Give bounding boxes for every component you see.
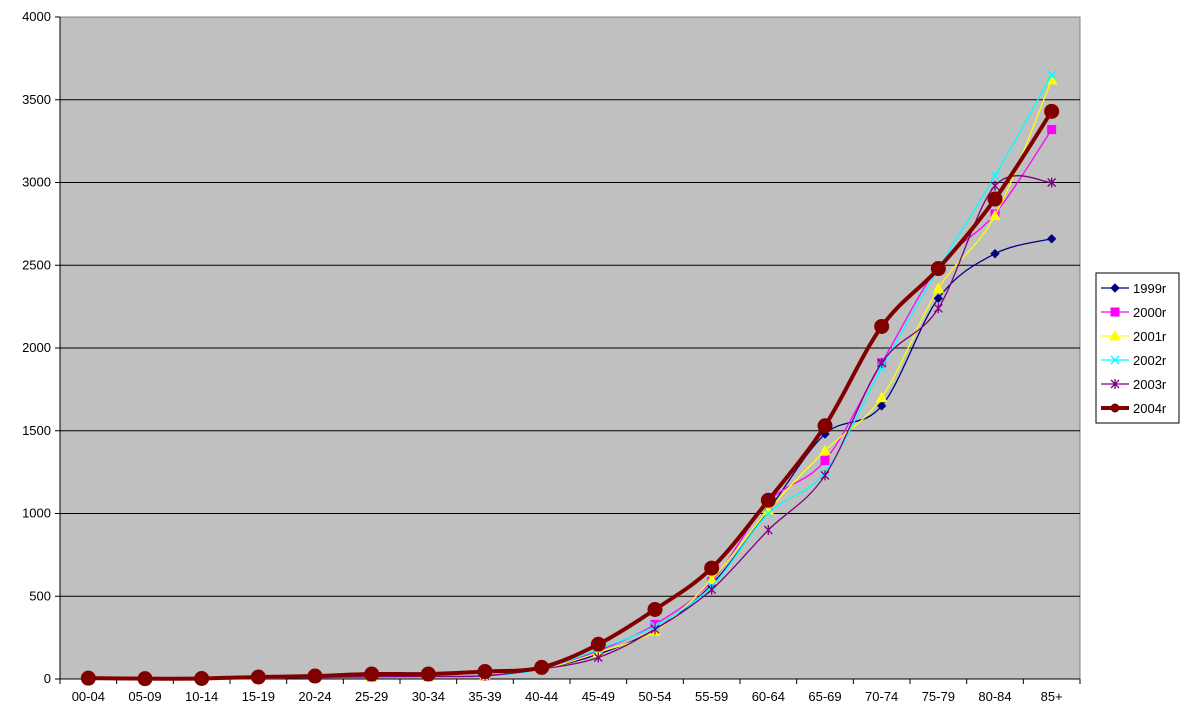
y-tick-label: 0 <box>44 671 51 686</box>
data-point <box>194 671 210 687</box>
x-tick-label: 55-59 <box>695 689 728 704</box>
legend-label: 2004r <box>1133 401 1167 416</box>
data-point <box>933 303 943 314</box>
legend-item: 2001r <box>1101 329 1167 344</box>
x-tick-label: 65-69 <box>808 689 841 704</box>
data-point <box>990 180 1000 191</box>
x-tick-label: 50-54 <box>638 689 671 704</box>
y-tick-label: 3000 <box>22 175 51 190</box>
data-point <box>1044 103 1060 119</box>
legend-marker <box>1110 283 1120 293</box>
data-point <box>420 666 436 682</box>
y-tick-label: 3500 <box>22 92 51 107</box>
legend-item: 2004r <box>1101 401 1167 416</box>
data-point <box>593 652 603 663</box>
data-point <box>876 401 887 411</box>
data-point <box>1047 70 1057 80</box>
data-point <box>477 664 493 680</box>
legend-item: 2000r <box>1101 305 1167 320</box>
series-lines <box>80 70 1060 687</box>
x-tick-label: 40-44 <box>525 689 558 704</box>
data-point <box>930 261 946 277</box>
data-point <box>990 248 1000 259</box>
y-tick-label: 500 <box>29 588 51 603</box>
legend-marker <box>1110 355 1120 365</box>
x-tick-label: 00-04 <box>72 689 105 704</box>
data-point <box>932 282 945 293</box>
legend-box <box>1095 272 1180 424</box>
gridlines <box>60 99 1080 597</box>
y-tick-label: 4000 <box>22 9 51 24</box>
data-point <box>817 418 833 434</box>
y-tick-label: 1500 <box>22 423 51 438</box>
legend-item: 2002r <box>1101 353 1167 368</box>
data-point <box>364 666 380 682</box>
legend: 1999r 2000r 2001r 2002r 2003r 2004r <box>1095 272 1180 424</box>
data-point <box>137 671 153 687</box>
legend-label: 1999r <box>1133 281 1167 296</box>
y-tick-label: 2000 <box>22 340 51 355</box>
legend-label: 2001r <box>1133 329 1167 344</box>
data-point <box>1047 177 1057 188</box>
data-point <box>875 391 888 403</box>
axes: 0 500 1000 1500 2000 2500 3000 3500 4000 00-04 05-… <box>22 9 1081 704</box>
data-point <box>820 470 830 481</box>
data-point <box>820 456 830 466</box>
data-point <box>933 293 944 304</box>
data-point <box>590 636 606 652</box>
x-tick-label: 60-64 <box>752 689 785 704</box>
series-2004r <box>80 103 1060 687</box>
data-point <box>704 560 720 576</box>
x-tick-label: 25-29 <box>355 689 388 704</box>
data-point <box>987 191 1003 207</box>
data-point <box>707 584 717 595</box>
legend-marker <box>1110 379 1120 389</box>
data-point <box>250 669 266 685</box>
data-point <box>989 209 1001 221</box>
data-point <box>307 668 323 684</box>
legend-marker <box>1109 329 1121 341</box>
legend-marker <box>1110 403 1120 413</box>
x-tick-label: 05-09 <box>128 689 161 704</box>
data-point <box>80 670 96 686</box>
x-tick-label: 80-84 <box>978 689 1011 704</box>
data-point <box>763 525 773 536</box>
legend-label: 2002r <box>1133 353 1167 368</box>
data-point <box>990 171 1000 181</box>
x-tick-label: 30-34 <box>412 689 445 704</box>
x-tick-label: 85+ <box>1041 689 1063 704</box>
data-point <box>650 624 660 635</box>
x-tick-label: 15-19 <box>242 689 275 704</box>
data-point <box>877 357 887 368</box>
legend-label: 2000r <box>1133 305 1167 320</box>
data-point <box>647 601 663 617</box>
data-point <box>534 659 550 675</box>
legend-item: 1999r <box>1101 281 1167 296</box>
legend-item: 2003r <box>1101 377 1167 392</box>
y-tick-label: 1000 <box>22 506 51 521</box>
data-point <box>763 508 773 519</box>
x-tick-label: 35-39 <box>468 689 501 704</box>
data-point <box>760 492 776 508</box>
x-tick-label: 20-24 <box>298 689 331 704</box>
x-tick-label: 45-49 <box>582 689 615 704</box>
data-point <box>1047 125 1057 135</box>
data-point <box>1046 234 1057 244</box>
y-tick-label: 2500 <box>22 257 51 272</box>
data-point <box>705 573 718 585</box>
data-point <box>819 444 831 456</box>
legend-marker <box>1110 307 1120 317</box>
legend-label: 2003r <box>1133 377 1167 392</box>
x-tick-label: 70-74 <box>865 689 898 704</box>
x-tick-label: 75-79 <box>922 689 955 704</box>
x-tick-label: 10-14 <box>185 689 218 704</box>
data-point <box>874 318 890 334</box>
